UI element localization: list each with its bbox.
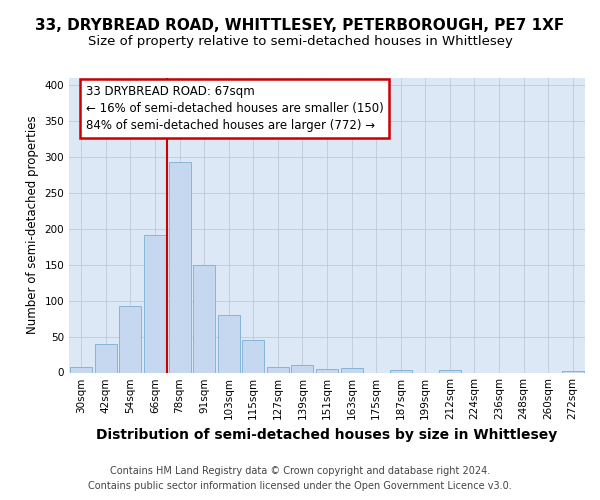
Y-axis label: Number of semi-detached properties: Number of semi-detached properties xyxy=(26,116,39,334)
Text: 33 DRYBREAD ROAD: 67sqm
← 16% of semi-detached houses are smaller (150)
84% of s: 33 DRYBREAD ROAD: 67sqm ← 16% of semi-de… xyxy=(86,84,383,132)
Text: 33, DRYBREAD ROAD, WHITTLESEY, PETERBOROUGH, PE7 1XF: 33, DRYBREAD ROAD, WHITTLESEY, PETERBORO… xyxy=(35,18,565,32)
Bar xyxy=(292,364,313,372)
Bar xyxy=(389,370,412,372)
Bar xyxy=(119,306,142,372)
Bar xyxy=(341,368,362,372)
Bar xyxy=(70,368,92,372)
Bar xyxy=(169,162,191,372)
Bar xyxy=(316,369,338,372)
Text: Size of property relative to semi-detached houses in Whittlesey: Size of property relative to semi-detach… xyxy=(88,35,512,48)
Bar xyxy=(218,315,240,372)
Bar xyxy=(95,344,117,372)
Text: Contains public sector information licensed under the Open Government Licence v3: Contains public sector information licen… xyxy=(88,481,512,491)
Bar xyxy=(439,370,461,372)
Bar xyxy=(144,235,166,372)
X-axis label: Distribution of semi-detached houses by size in Whittlesey: Distribution of semi-detached houses by … xyxy=(97,428,557,442)
Text: Contains HM Land Registry data © Crown copyright and database right 2024.: Contains HM Land Registry data © Crown c… xyxy=(110,466,490,476)
Bar xyxy=(193,264,215,372)
Bar xyxy=(562,371,584,372)
Bar xyxy=(242,340,265,372)
Bar xyxy=(267,366,289,372)
